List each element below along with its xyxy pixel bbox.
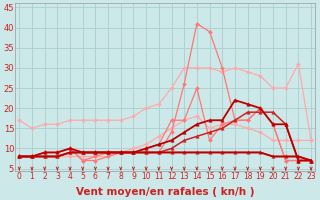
X-axis label: Vent moyen/en rafales ( kn/h ): Vent moyen/en rafales ( kn/h ) <box>76 187 254 197</box>
